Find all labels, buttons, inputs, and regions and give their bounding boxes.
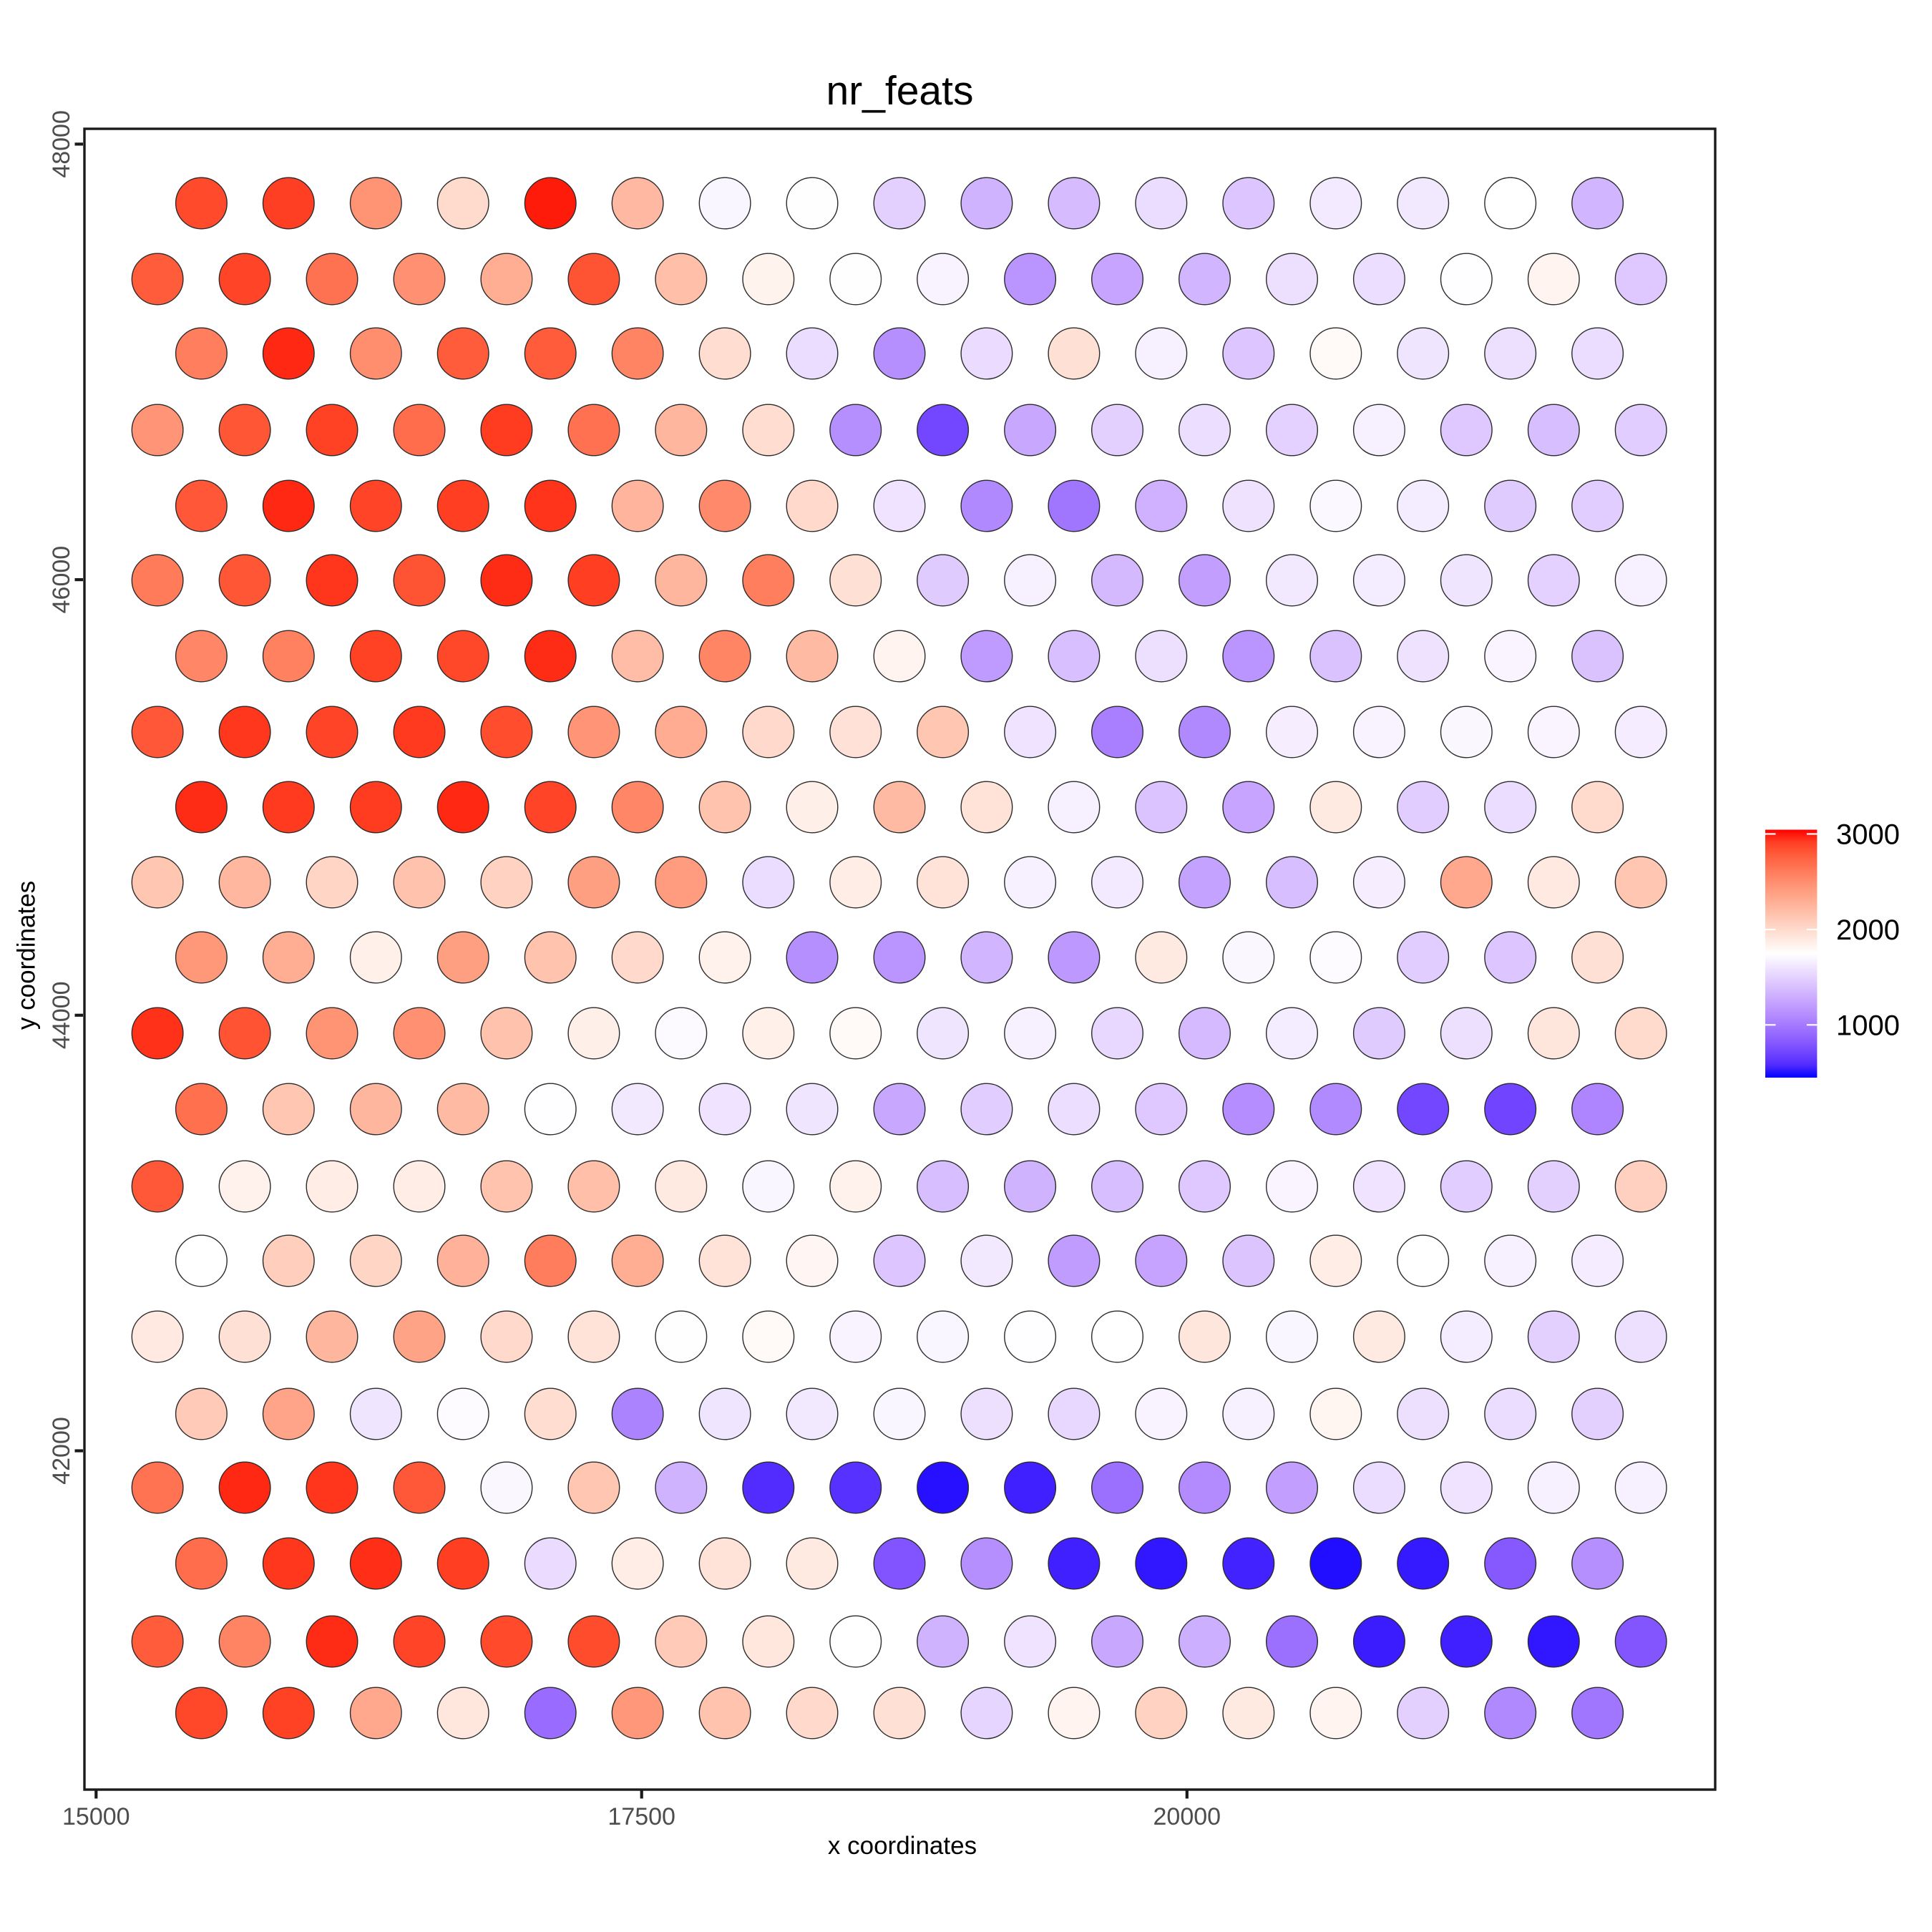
svg-text:42000: 42000 [48,1417,75,1485]
svg-text:y coordinates: y coordinates [13,881,41,1030]
svg-text:17500: 17500 [608,1803,675,1830]
svg-text:15000: 15000 [62,1803,130,1830]
svg-text:3000: 3000 [1836,819,1900,851]
svg-text:20000: 20000 [1153,1803,1221,1830]
svg-text:1000: 1000 [1836,1010,1900,1041]
svg-text:44000: 44000 [48,982,75,1050]
svg-text:46000: 46000 [48,546,75,614]
svg-text:nr_feats: nr_feats [826,68,974,114]
svg-text:x coordinates: x coordinates [828,1832,977,1860]
svg-text:48000: 48000 [48,110,75,178]
svg-text:2000: 2000 [1836,914,1900,946]
